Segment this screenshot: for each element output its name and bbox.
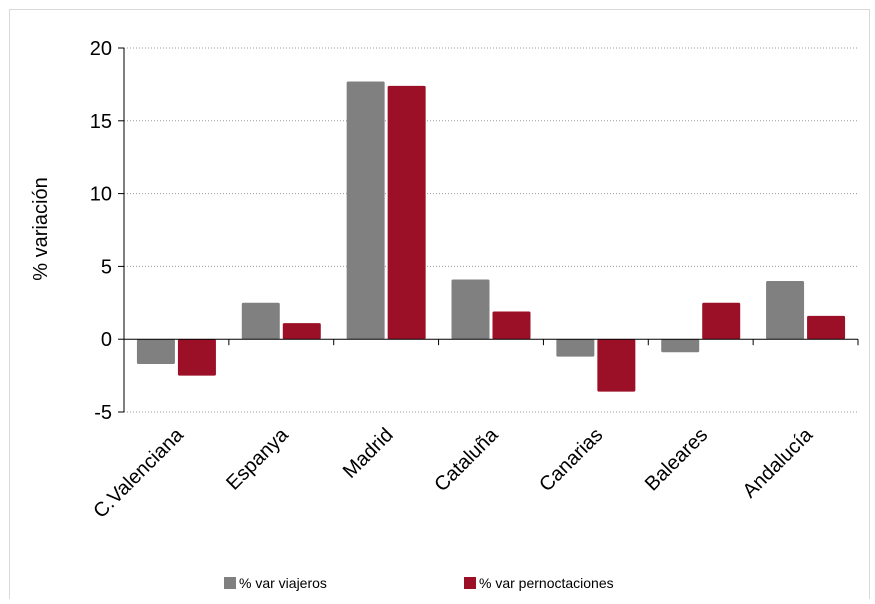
bar-viajeros-3: [346, 81, 385, 340]
legend: % var viajeros % var pernoctaciones: [224, 575, 614, 591]
legend-swatch-viajeros: [224, 577, 236, 589]
y-axis-label: % variación: [30, 177, 52, 280]
bar-viajeros-7: [766, 280, 805, 340]
bar-pernoctaciones-5: [597, 339, 636, 392]
gridlines: [124, 47, 858, 413]
legend-label-viajeros: % var viajeros: [239, 575, 327, 591]
bar-viajeros-2: [241, 302, 280, 340]
bar-pernoctaciones-6: [702, 302, 741, 340]
y-tick-label: 10: [90, 184, 112, 206]
y-tick-label: 5: [101, 256, 112, 278]
bar-pernoctaciones-1: [177, 339, 216, 376]
axes: [123, 48, 859, 412]
bar-viajeros-1: [136, 339, 175, 364]
y-tick-label: 0: [101, 329, 112, 351]
y-tick-label: -5: [94, 402, 112, 424]
y-tick-label: 15: [90, 111, 112, 133]
bars: [136, 81, 846, 392]
y-axis-ticks: -5 0 5 10 15 20: [90, 38, 124, 424]
bar-viajeros-6: [661, 339, 700, 353]
bar-pernoctaciones-2: [282, 323, 321, 340]
legend-label-pernoctaciones: % var pernoctaciones: [479, 575, 614, 591]
bar-viajeros-4: [451, 279, 490, 340]
bar-pernoctaciones-4: [492, 311, 531, 340]
bar-pernoctaciones-3: [387, 85, 426, 340]
chart-frame: [9, 9, 870, 604]
bar-viajeros-5: [556, 339, 595, 357]
legend-swatch-pernoctaciones: [464, 577, 476, 589]
bar-pernoctaciones-7: [807, 315, 846, 340]
y-tick-label: 20: [90, 38, 112, 60]
